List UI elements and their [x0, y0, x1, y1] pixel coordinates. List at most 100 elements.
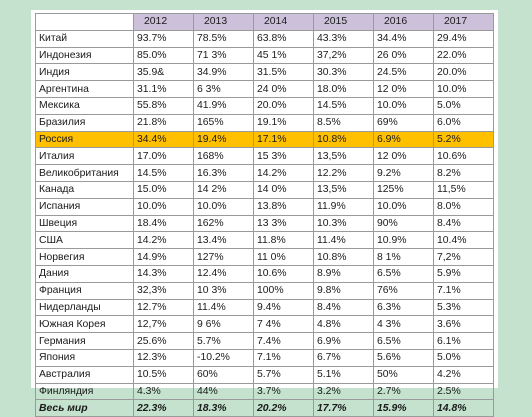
value-cell: 90% — [373, 214, 434, 233]
country-cell: Канада — [35, 180, 134, 199]
table-row: Мексика 55.8% 41.9% 20.0% 14.5% 10.0% 5.0% — [35, 96, 494, 115]
value-cell: 125% — [373, 180, 434, 199]
value-cell: 63.8% — [253, 29, 314, 48]
value-cell: 5.1% — [313, 365, 374, 384]
value-cell: 32,3% — [133, 281, 194, 300]
table-row: Германия 25.6% 5.7% 7.4% 6.9% 6.5% 6.1% — [35, 332, 494, 350]
value-cell: 9.2% — [373, 164, 434, 182]
value-cell: 4.3% — [133, 382, 194, 401]
country-cell: Испания — [35, 197, 134, 216]
value-cell: 14.5% — [313, 96, 374, 115]
header-row: 2012 2013 2014 2015 2016 2017 — [35, 13, 494, 31]
value-cell: 13 3% — [253, 214, 314, 233]
value-cell: 11.4% — [313, 231, 374, 250]
year-header: 2016 — [373, 13, 434, 31]
table-row: Индия 35.9& 34.9% 31.5% 30.3% 24.5% 20.0% — [35, 63, 494, 82]
country-cell: Австралия — [35, 365, 134, 384]
value-cell: 22.3% — [133, 399, 194, 417]
table-row: Швеция 18.4% 162% 13 3% 10.3% 90% 8.4% — [35, 214, 494, 233]
value-cell: 17.0% — [133, 147, 194, 166]
year-header: 2014 — [253, 13, 314, 31]
corner-cell — [35, 13, 134, 31]
value-cell: 15.9% — [373, 399, 434, 417]
country-cell: Дания — [35, 264, 134, 283]
value-cell: 16.3% — [193, 164, 254, 182]
country-cell: Франция — [35, 281, 134, 300]
table-row: Нидерланды 12.7% 11.4% 9.4% 8.4% 6.3% 5.3% — [35, 298, 494, 317]
value-cell: 34.9% — [193, 63, 254, 82]
value-cell: 3.2% — [313, 382, 374, 401]
value-cell: 12.2% — [313, 164, 374, 182]
value-cell: 162% — [193, 214, 254, 233]
value-cell: 5.9% — [433, 264, 494, 283]
value-cell: 41.9% — [193, 96, 254, 115]
value-cell: 10.3% — [313, 214, 374, 233]
value-cell: 11 0% — [253, 248, 314, 266]
table-sheet: 2012 2013 2014 2015 2016 2017 Китай 93.7%… — [31, 10, 498, 417]
value-cell: 168% — [193, 147, 254, 166]
table-row: Южная Корея 12,7% 9 6% 7 4% 4.8% 4 3% 3.6% — [35, 315, 494, 334]
value-cell: 12 0% — [373, 80, 434, 98]
value-cell: 7.1% — [433, 281, 494, 300]
value-cell: 11.9% — [313, 197, 374, 216]
value-cell: 8.2% — [433, 164, 494, 182]
value-cell: 8.5% — [313, 113, 374, 132]
value-cell: 100% — [253, 281, 314, 300]
year-header: 2012 — [133, 13, 194, 31]
value-cell: 37,2% — [313, 46, 374, 65]
highlighted-row: Россия 34.4% 19.4% 17.1% 10.8% 6.9% 5.2% — [35, 130, 494, 149]
value-cell: 13.4% — [193, 231, 254, 250]
value-cell: 25.6% — [133, 332, 194, 350]
value-cell: 12.4% — [193, 264, 254, 283]
value-cell: 10.0% — [193, 197, 254, 216]
value-cell: 17.7% — [313, 399, 374, 417]
value-cell: 10.6% — [253, 264, 314, 283]
table-row: Финляндия 4.3% 44% 3.7% 3.2% 2.7% 2.5% — [35, 382, 494, 401]
value-cell: 34.4% — [133, 130, 194, 149]
value-cell: 10.0% — [373, 197, 434, 216]
value-cell: 4.2% — [433, 365, 494, 384]
value-cell: 2.5% — [433, 382, 494, 401]
value-cell: 3.7% — [253, 382, 314, 401]
value-cell: 15.0% — [133, 180, 194, 199]
value-cell: 5.2% — [433, 130, 494, 149]
value-cell: 6.5% — [373, 332, 434, 350]
country-cell: Финляндия — [35, 382, 134, 401]
value-cell: 10.0% — [133, 197, 194, 216]
value-cell: 10.8% — [313, 248, 374, 266]
value-cell: 14 0% — [253, 180, 314, 199]
value-cell: 10.0% — [433, 80, 494, 98]
country-cell: Аргентина — [35, 80, 134, 98]
country-cell: США — [35, 231, 134, 250]
country-cell: Швеция — [35, 214, 134, 233]
year-header: 2017 — [433, 13, 494, 31]
value-cell: 35.9& — [133, 63, 194, 82]
value-cell: 7.1% — [253, 348, 314, 367]
value-cell: 10.5% — [133, 365, 194, 384]
country-cell: Великобритания — [35, 164, 134, 182]
value-cell: 9.8% — [313, 281, 374, 300]
table-row: Италия 17.0% 168% 15 3% 13,5% 12 0% 10.6% — [35, 147, 494, 166]
value-cell: 24.5% — [373, 63, 434, 82]
value-cell: 26 0% — [373, 46, 434, 65]
country-cell: Весь мир — [35, 399, 134, 417]
value-cell: 8.9% — [313, 264, 374, 283]
country-cell: Индия — [35, 63, 134, 82]
value-cell: 18.4% — [133, 214, 194, 233]
table-row: Великобритания 14.5% 16.3% 14.2% 12.2% 9.2% 8.… — [35, 164, 494, 182]
value-cell: 127% — [193, 248, 254, 266]
value-cell: 6.9% — [373, 130, 434, 149]
value-cell: 14.8% — [433, 399, 494, 417]
value-cell: 29.4% — [433, 29, 494, 48]
value-cell: 5.6% — [373, 348, 434, 367]
table-row: Аргентина 31.1% 6 3% 24 0% 18.0% 12 0% 10.0% — [35, 80, 494, 98]
country-cell: Нидерланды — [35, 298, 134, 317]
value-cell: 12.7% — [133, 298, 194, 317]
value-cell: 6.5% — [373, 264, 434, 283]
table-row: Австралия 10.5% 60% 5.7% 5.1% 50% 4.2% — [35, 365, 494, 384]
value-cell: 10.6% — [433, 147, 494, 166]
value-cell: 4.8% — [313, 315, 374, 334]
value-cell: 5.3% — [433, 298, 494, 317]
year-header: 2013 — [193, 13, 254, 31]
value-cell: -10.2% — [193, 348, 254, 367]
